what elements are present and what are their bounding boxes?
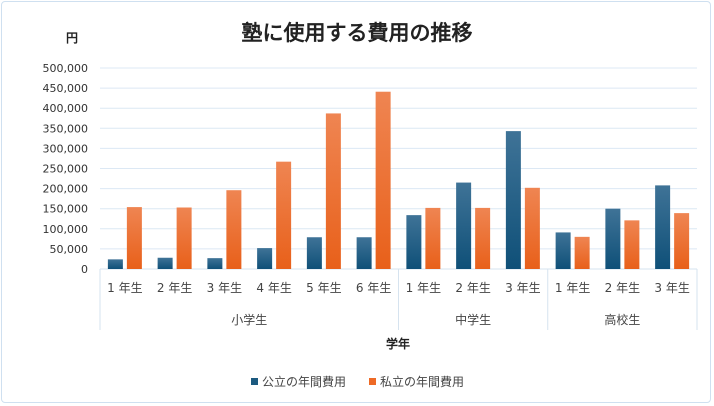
bar-public bbox=[257, 248, 273, 269]
x-tick-label: 2 年生 bbox=[605, 281, 640, 295]
bar-private bbox=[226, 190, 242, 269]
bar-private bbox=[126, 207, 142, 269]
y-axis-unit: 円 bbox=[66, 31, 78, 45]
bar-private bbox=[325, 113, 341, 270]
y-tick-label: 300,000 bbox=[43, 142, 89, 155]
bar-public bbox=[605, 208, 621, 269]
bar-private bbox=[624, 220, 640, 269]
bar-public bbox=[207, 258, 223, 269]
legend-swatch bbox=[251, 378, 258, 385]
bar-public bbox=[406, 215, 422, 269]
bar-private bbox=[176, 207, 192, 269]
x-tick-label: 3 年生 bbox=[505, 281, 540, 295]
x-tick-label: 4 年生 bbox=[256, 281, 291, 295]
bar-public bbox=[306, 237, 322, 269]
bar-private bbox=[475, 207, 491, 269]
x-axis-title: 学年 bbox=[386, 336, 410, 351]
y-tick-label: 400,000 bbox=[43, 102, 89, 115]
x-tick-label: 1 年生 bbox=[555, 281, 590, 295]
legend-swatch bbox=[369, 378, 376, 385]
bar-public bbox=[655, 185, 671, 269]
bar-public bbox=[157, 257, 173, 269]
y-tick-label: 50,000 bbox=[50, 243, 89, 256]
group-label: 小学生 bbox=[231, 312, 267, 327]
bar-private bbox=[574, 236, 590, 269]
y-tick-label: 0 bbox=[81, 263, 88, 276]
legend-label: 公立の年間費用 bbox=[262, 374, 346, 389]
x-tick-label: 3 年生 bbox=[654, 281, 689, 295]
bar-private bbox=[674, 213, 690, 269]
bar-public bbox=[505, 131, 521, 269]
bar-private bbox=[425, 207, 441, 269]
legend-label: 私立の年間費用 bbox=[380, 374, 464, 389]
x-tick-label: 1 年生 bbox=[406, 281, 441, 295]
y-tick-label: 200,000 bbox=[43, 183, 89, 196]
bar-public bbox=[107, 259, 123, 269]
bar-public bbox=[356, 237, 372, 269]
bar-private bbox=[276, 161, 292, 269]
chart-title: 塾に使用する費用の推移 bbox=[242, 21, 473, 45]
group-label: 高校生 bbox=[604, 312, 640, 327]
bar-private bbox=[375, 91, 391, 269]
y-tick-label: 450,000 bbox=[43, 82, 89, 95]
x-tick-label: 1 年生 bbox=[107, 281, 142, 295]
y-tick-label: 500,000 bbox=[43, 62, 89, 75]
group-label: 中学生 bbox=[455, 312, 491, 327]
y-tick-label: 350,000 bbox=[43, 122, 89, 135]
bar-public bbox=[456, 182, 472, 269]
x-tick-label: 2 年生 bbox=[455, 281, 490, 295]
y-tick-label: 150,000 bbox=[43, 203, 89, 216]
y-tick-label: 100,000 bbox=[43, 223, 89, 236]
x-tick-label: 6 年生 bbox=[356, 281, 391, 295]
x-tick-label: 2 年生 bbox=[157, 281, 192, 295]
x-tick-label: 3 年生 bbox=[207, 281, 242, 295]
y-tick-label: 250,000 bbox=[43, 163, 89, 176]
bar-private bbox=[524, 187, 540, 269]
x-tick-label: 5 年生 bbox=[306, 281, 341, 295]
bar-public bbox=[555, 232, 571, 269]
